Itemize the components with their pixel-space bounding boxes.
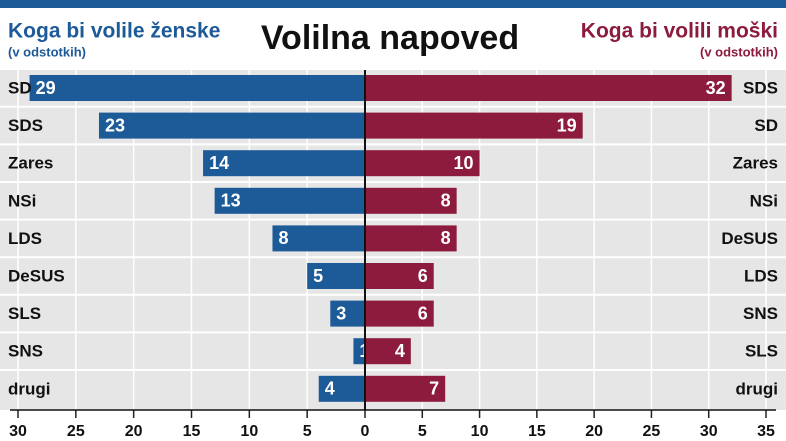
x-tick-label: 5 [303,423,312,440]
category-label: drugi [8,379,51,398]
value-label: 23 [105,115,125,135]
value-label: 6 [418,266,428,286]
x-tick-label: 5 [418,423,427,440]
header-band [0,0,786,8]
x-tick-label: 20 [585,423,603,440]
bar [272,225,365,252]
value-label: 8 [441,191,451,211]
bar [365,150,480,177]
bar [365,112,583,139]
right-title: Koga bi volili moški [581,20,778,43]
value-label: 13 [221,191,241,211]
category-label: Zares [733,154,778,173]
bar [330,300,365,327]
left-title: Koga bi volile ženske [8,20,220,43]
value-label: 4 [325,379,335,399]
bar [318,375,365,402]
x-tick-label: 20 [125,423,143,440]
category-label: NSi [750,191,778,210]
bar [365,225,457,252]
x-tick-label: 15 [528,423,546,440]
x-tick-label: 25 [643,423,661,440]
right-subtitle: (v odstotkih) [700,44,778,59]
value-label: 14 [209,153,229,173]
bar [365,338,411,365]
category-label: SD [8,78,32,97]
value-label: 8 [278,228,288,248]
bar [365,300,434,327]
x-tick-label: 0 [361,423,370,440]
x-tick-label: 10 [471,423,489,440]
category-label: LDS [8,229,42,248]
value-label: 4 [395,341,405,361]
category-label: SNS [8,342,43,361]
category-label: DeSUS [721,229,778,248]
bar [214,187,365,214]
value-label: 29 [36,78,56,98]
x-tick-label: 15 [183,423,201,440]
category-label: SDS [8,116,43,135]
category-label: SDS [743,78,778,97]
bar [365,75,732,101]
bar [353,338,365,365]
value-label: 6 [418,303,428,323]
category-label: SLS [745,342,778,361]
category-label: SLS [8,304,41,323]
x-tick-label: 30 [700,423,718,440]
x-tick-label: 35 [757,423,775,440]
x-tick-label: 30 [9,423,27,440]
bar [365,187,457,214]
value-label: 3 [336,303,346,323]
value-label: 10 [454,153,474,173]
left-subtitle: (v odstotkih) [8,44,86,59]
main-title: Volilna napoved [261,19,519,57]
value-label: 19 [557,115,577,135]
value-label: 5 [313,266,323,286]
category-label: SNS [743,304,778,323]
category-label: NSi [8,191,36,210]
bar [365,375,446,402]
category-label: Zares [8,154,53,173]
value-label: 8 [441,228,451,248]
bar [203,150,365,177]
bar [365,263,434,289]
value-label: 32 [706,78,726,98]
bar [29,75,366,101]
x-tick-label: 25 [67,423,85,440]
x-tick-label: 10 [240,423,258,440]
bar [98,112,365,139]
category-label: DeSUS [8,266,65,285]
category-label: LDS [744,266,778,285]
category-label: SD [754,116,778,135]
category-label: drugi [736,379,779,398]
value-label: 7 [429,379,439,399]
bar [307,263,365,289]
